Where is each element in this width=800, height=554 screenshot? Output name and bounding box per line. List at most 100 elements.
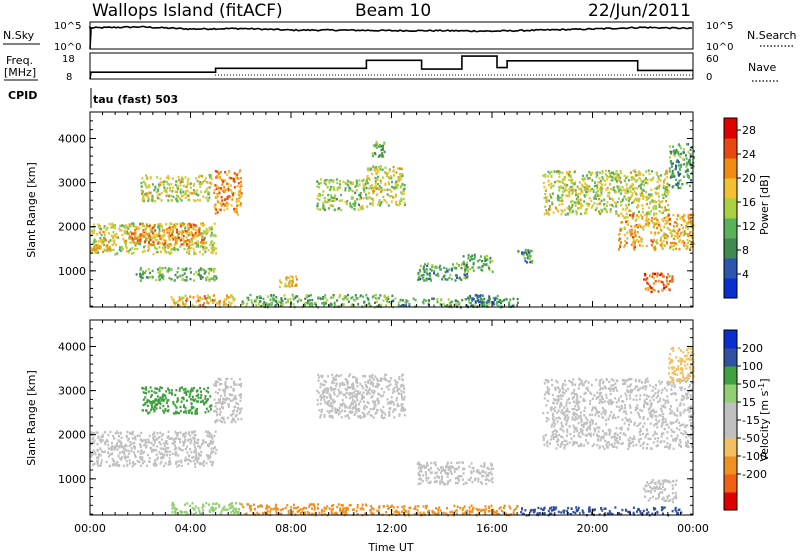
scatter-cell <box>376 509 379 512</box>
scatter-cell <box>655 216 657 220</box>
scatter-cell <box>375 300 378 303</box>
scatter-cell <box>577 197 580 200</box>
scatter-cell <box>291 284 293 287</box>
scatter-cell <box>185 242 188 246</box>
scatter-cell <box>238 171 241 174</box>
scatter-cell <box>562 186 565 190</box>
scatter-cell <box>215 384 218 387</box>
scatter-cell <box>140 431 143 435</box>
scatter-cell <box>212 508 215 511</box>
scatter-cell <box>223 505 226 508</box>
scatter-cell <box>397 167 399 170</box>
scatter-cell <box>576 202 579 205</box>
scatter-cell <box>167 227 170 230</box>
scatter-cell <box>267 303 270 307</box>
scatter-cell <box>369 382 372 386</box>
scatter-cell <box>637 200 640 203</box>
scatter-cell <box>330 296 333 299</box>
scatter-cell <box>158 278 161 281</box>
scatter-cell <box>625 204 627 207</box>
scatter-cell <box>190 224 192 228</box>
scatter-cell <box>617 214 620 217</box>
scatter-cell <box>207 249 210 252</box>
scatter-cell <box>93 250 96 254</box>
scatter-cell <box>657 231 660 234</box>
scatter-cell <box>522 251 525 255</box>
scatter-cell <box>139 450 142 453</box>
noise-tick-top-left: 10^5 <box>54 21 81 32</box>
scatter-cell <box>128 452 131 455</box>
scatter-cell <box>340 208 343 212</box>
scatter-cell <box>132 451 135 454</box>
scatter-cell <box>219 187 222 190</box>
scatter-cell <box>140 181 143 185</box>
scatter-cell <box>610 512 613 515</box>
scatter-cell <box>226 173 229 176</box>
scatter-cell <box>121 451 124 454</box>
scatter-cell <box>262 512 265 515</box>
scatter-cell <box>136 226 138 229</box>
scatter-cell <box>232 299 235 302</box>
scatter-cell <box>672 248 675 251</box>
scatter-cell <box>561 210 564 213</box>
scatter-cell <box>440 298 443 301</box>
scatter-cell <box>448 276 451 279</box>
scatter-cell <box>206 454 209 457</box>
scatter-cell <box>170 199 173 202</box>
scatter-cell <box>438 266 441 269</box>
scatter-cell <box>156 445 159 448</box>
scatter-cell <box>159 431 162 435</box>
scatter-cell <box>329 187 332 190</box>
scatter-cell <box>150 236 153 239</box>
scatter-cell <box>134 247 137 251</box>
scatter-cell <box>154 200 157 203</box>
scatter-cell <box>196 412 199 415</box>
scatter-cell <box>601 170 604 173</box>
scatter-cell <box>616 212 619 215</box>
scatter-cell <box>150 400 153 404</box>
scatter-cell <box>555 170 558 173</box>
scatter-cell <box>394 195 397 198</box>
scatter-cell <box>250 299 253 302</box>
scatter-cell <box>639 225 642 228</box>
scatter-cell <box>175 301 178 304</box>
scatter-cell <box>232 509 234 513</box>
scatter-cell <box>209 456 212 459</box>
scatter-cell <box>162 394 164 398</box>
scatter-cell <box>229 399 232 402</box>
scatter-cell <box>563 176 566 179</box>
scatter-cell <box>622 208 625 211</box>
scatter-cell <box>646 220 649 224</box>
scatter-cell <box>118 451 121 454</box>
scatter-cell <box>324 197 327 200</box>
scatter-cell <box>196 461 199 464</box>
scatter-cell <box>464 270 466 273</box>
scatter-cell <box>543 196 546 200</box>
scatter-cell <box>193 438 196 441</box>
scatter-cell <box>147 198 150 201</box>
scatter-cell <box>660 229 663 232</box>
scatter-cell <box>601 176 604 179</box>
scatter-cell <box>353 199 356 203</box>
scatter-cell <box>171 230 174 233</box>
scatter-cell <box>585 185 588 188</box>
scatter-cell <box>174 223 177 226</box>
scatter-cell <box>548 205 551 208</box>
scatter-cell <box>141 232 144 236</box>
scatter-cell <box>199 181 202 184</box>
scatter-cell <box>615 210 618 213</box>
scatter-cell <box>646 182 649 185</box>
scatter-cell <box>122 225 125 228</box>
scatter-cell <box>248 506 251 510</box>
scatter-cell <box>96 460 99 463</box>
scatter-cell <box>686 238 689 241</box>
scatter-cell <box>236 511 239 514</box>
scatter-cell <box>174 462 177 465</box>
scatter-cell <box>172 236 175 239</box>
scatter-cell <box>354 400 357 404</box>
scatter-cell <box>396 505 399 509</box>
scatter-cell <box>204 395 207 398</box>
scatter-cell <box>335 198 338 201</box>
scatter-cell <box>550 175 553 178</box>
scatter-cell <box>128 235 131 238</box>
